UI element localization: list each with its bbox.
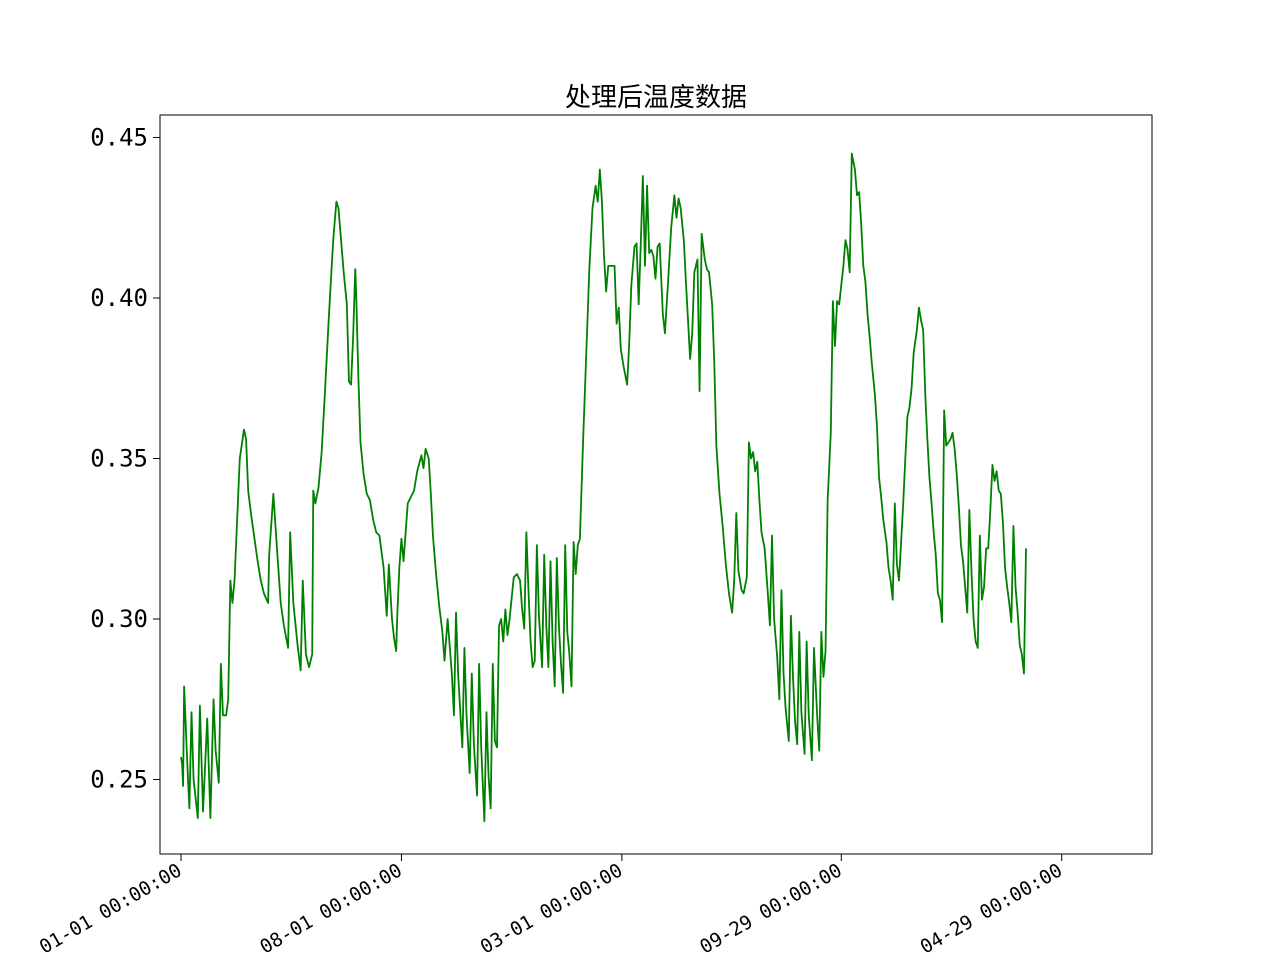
y-tick-label: 0.45: [90, 123, 148, 151]
y-tick-label: 0.30: [90, 605, 148, 633]
series-layer: [180, 152, 1027, 823]
x-tick-label: 03-01 00:00:00: [477, 859, 627, 958]
x-axis: 01-01 00:00:00 08-01 00:00:00 03-01 00:00:…: [36, 854, 1066, 958]
plot-frame: [159, 114, 1153, 855]
y-tick-label: 0.25: [90, 766, 148, 794]
chart-title: 处理后温度数据: [565, 83, 747, 113]
x-tick-label: 08-01 00:00:00: [256, 859, 406, 958]
y-tick-label: 0.35: [90, 444, 148, 472]
x-tick-label: 01-01 00:00:00: [36, 859, 186, 958]
x-tick-label: 09-29 00:00:00: [696, 859, 846, 958]
y-tick-label: 0.40: [90, 284, 148, 312]
y-axis: 0.25 0.30 0.35 0.40 0.45: [90, 123, 160, 794]
x-tick-label: 04-29 00:00:00: [917, 859, 1067, 958]
series-line-0: [180, 152, 1027, 823]
